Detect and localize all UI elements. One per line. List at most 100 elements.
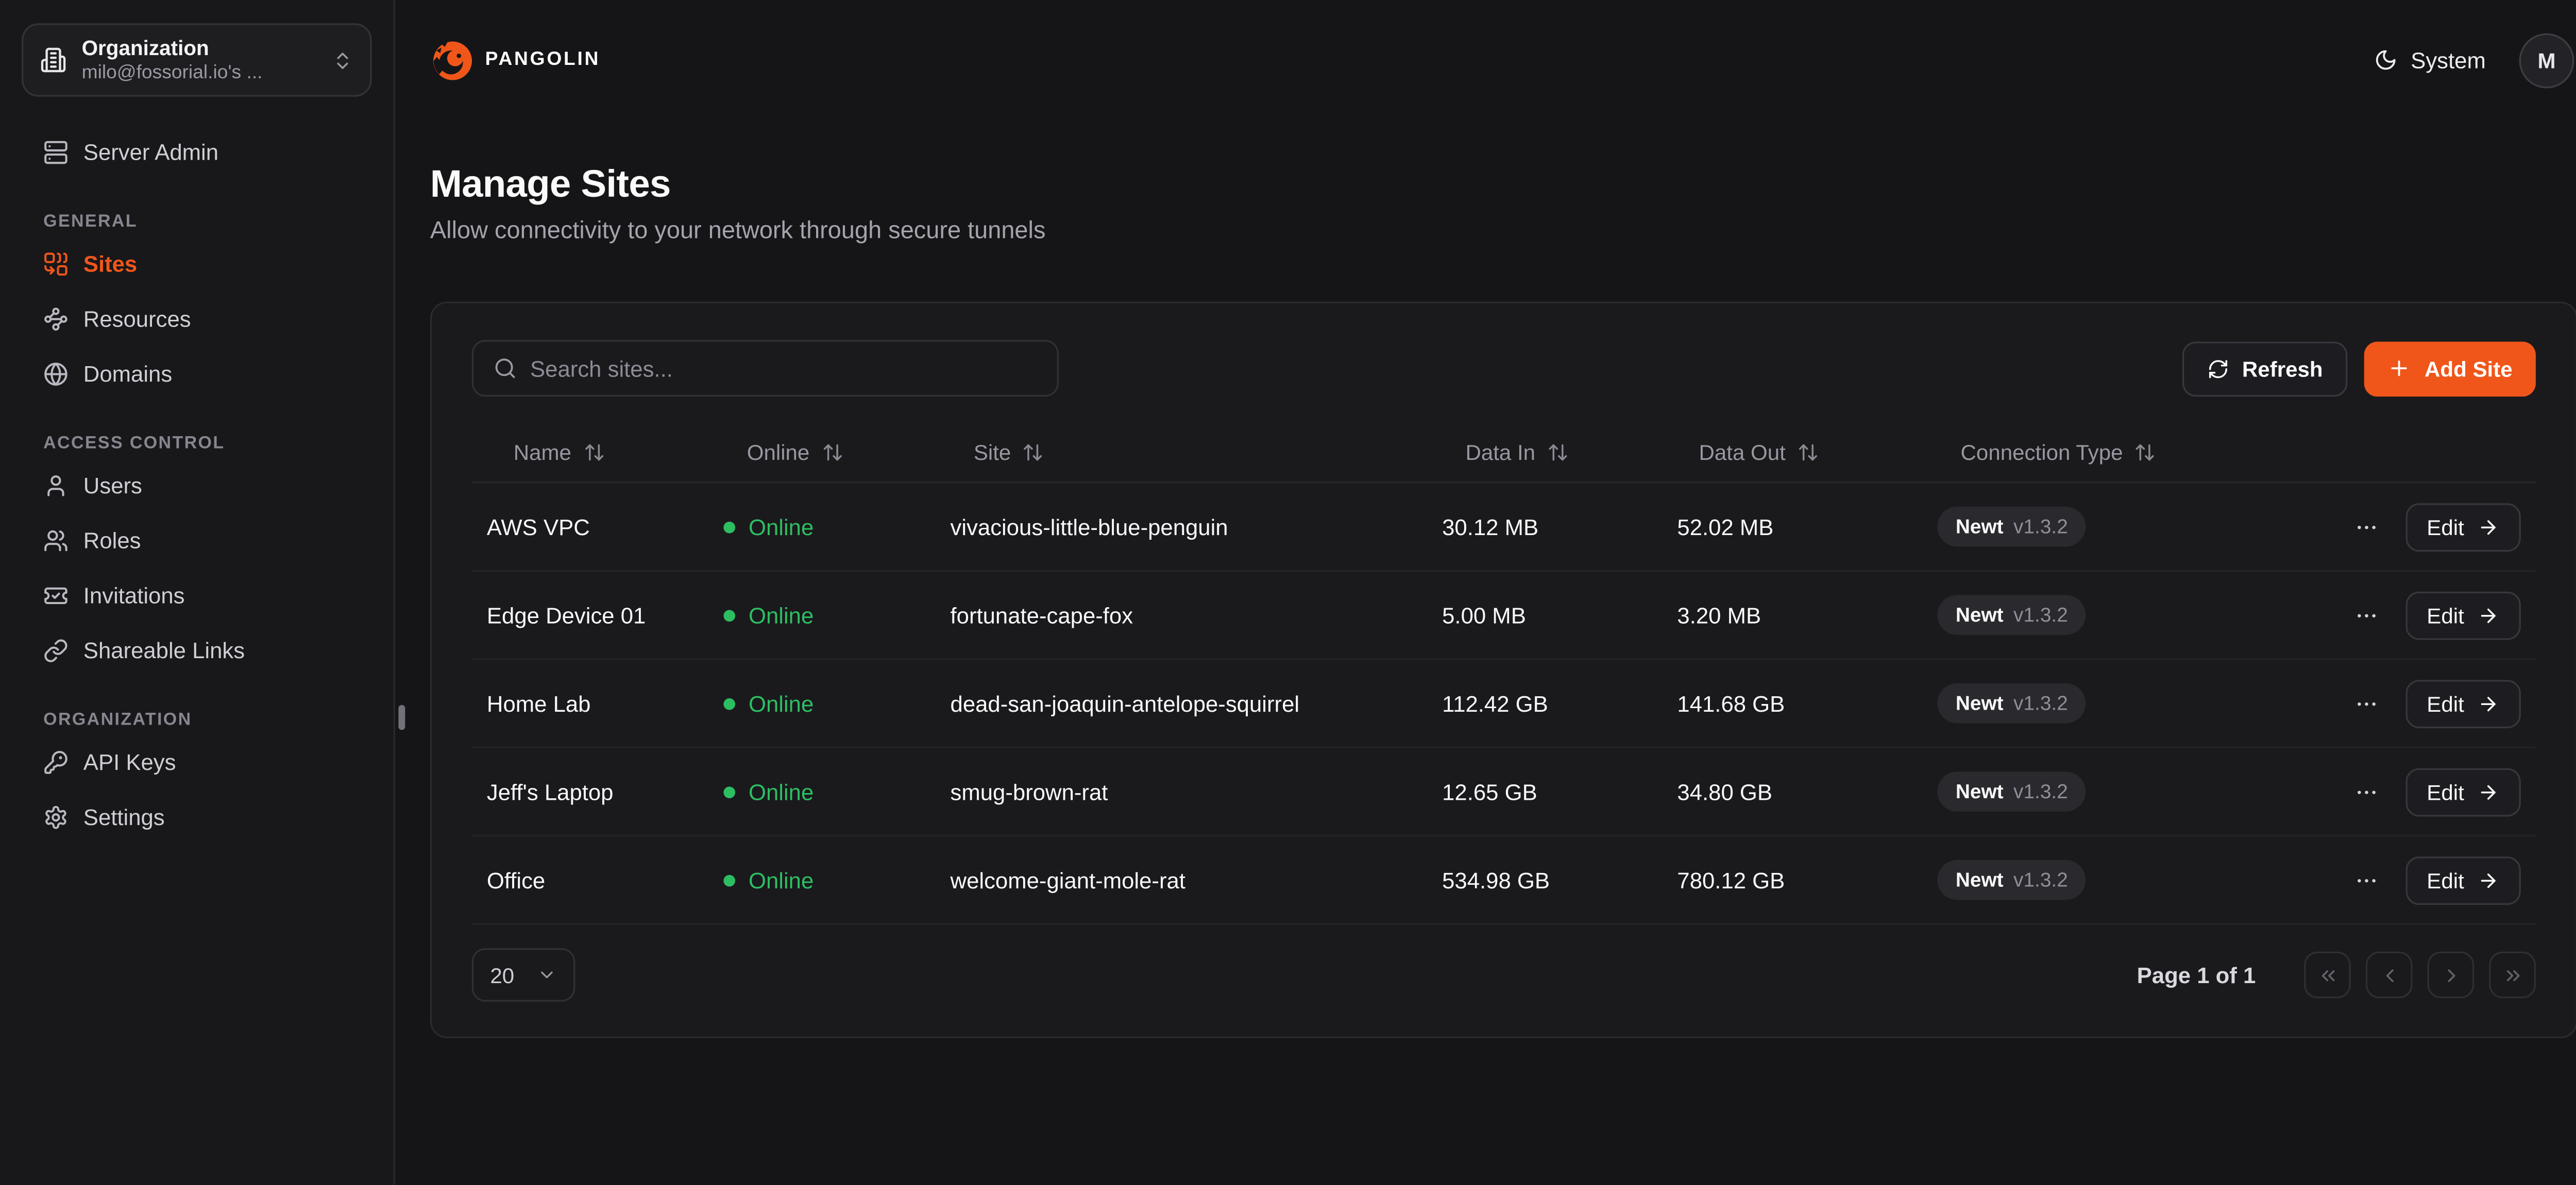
combine-icon (43, 252, 69, 277)
edit-button[interactable]: Edit (2405, 502, 2521, 551)
last-page-button[interactable] (2489, 951, 2536, 999)
cell-data-in: 5.00 MB (1442, 602, 1526, 628)
cell-name: Office (486, 867, 546, 892)
column-label: Site (973, 440, 1011, 465)
cell-data-in: 534.98 GB (1442, 867, 1550, 892)
page-size-select[interactable]: 20 (471, 948, 575, 1002)
org-selector[interactable]: Organization milo@fossorial.io's ... (22, 23, 372, 97)
connection-name: Newt (1955, 603, 2004, 627)
edit-button[interactable]: Edit (2405, 591, 2521, 640)
brand[interactable]: PANGOLIN (430, 36, 600, 84)
connection-type-badge: Newt v1.3.2 (1937, 506, 2087, 547)
online-dot-icon (723, 521, 736, 533)
sidebar-item-label: Sites (83, 251, 138, 277)
cell-data-out: 3.20 MB (1677, 602, 1761, 628)
topbar-right: System M (2374, 32, 2574, 88)
cell-name: Jeff's Laptop (486, 779, 614, 804)
online-dot-icon (723, 874, 736, 886)
sidebar-item-resources[interactable]: Resources (22, 291, 372, 347)
users-icon (43, 528, 69, 554)
cell-data-out: 141.68 GB (1677, 691, 1785, 716)
moon-icon (2374, 48, 2397, 72)
row-actions-menu-button[interactable] (2353, 779, 2379, 804)
ellipsis-icon (2353, 514, 2379, 539)
sidebar-section-general: GENERAL (43, 211, 138, 232)
sidebar-item-roles[interactable]: Roles (22, 513, 372, 569)
sidebar-item-settings[interactable]: Settings (22, 790, 372, 845)
org-selector-value: milo@fossorial.io's ... (81, 62, 263, 83)
column-sort-online[interactable]: Online (747, 440, 843, 465)
row-actions-menu-button[interactable] (2353, 603, 2379, 628)
chevron-left-icon (2378, 964, 2400, 986)
column-sort-connection-type[interactable]: Connection Type (1961, 440, 2157, 465)
column-sort-name[interactable]: Name (514, 440, 605, 465)
row-actions-menu-button[interactable] (2353, 691, 2379, 716)
card-toolbar: Refresh Add Site (471, 340, 2536, 397)
waypoints-icon (43, 306, 69, 332)
sidebar-item-server-admin[interactable]: Server Admin (22, 125, 372, 180)
edit-button[interactable]: Edit (2405, 767, 2521, 816)
column-sort-data-in[interactable]: Data In (1465, 440, 1568, 465)
connection-name: Newt (1955, 514, 2004, 539)
add-site-button[interactable]: Add Site (2364, 340, 2536, 396)
edit-label: Edit (2427, 514, 2464, 539)
chevron-right-icon (2440, 964, 2462, 986)
refresh-button[interactable]: Refresh (2182, 340, 2348, 396)
cell-name: AWS VPC (486, 514, 590, 539)
connection-type-badge: Newt v1.3.2 (1937, 771, 2087, 812)
status-badge: Online (723, 514, 947, 539)
link-icon (43, 638, 69, 663)
avatar[interactable]: M (2519, 32, 2574, 88)
connection-name: Newt (1955, 691, 2004, 715)
org-selector-text: Organization milo@fossorial.io's ... (81, 36, 317, 83)
sidebar-item-invitations[interactable]: Invitations (22, 568, 372, 623)
status-label: Online (748, 602, 814, 628)
cell-data-in: 12.65 GB (1442, 779, 1537, 804)
pager-buttons (2304, 951, 2536, 999)
sidebar: Organization milo@fossorial.io's ... Ser… (0, 0, 395, 1185)
plus-icon (2388, 357, 2411, 380)
status-label: Online (748, 514, 814, 539)
theme-toggle[interactable]: System (2374, 47, 2486, 73)
status-badge: Online (723, 691, 947, 716)
previous-page-button[interactable] (2365, 951, 2413, 999)
building-icon (40, 47, 67, 74)
sidebar-item-api-keys[interactable]: API Keys (22, 735, 372, 790)
sidebar-item-label: Invitations (83, 583, 185, 609)
connection-version: v1.3.2 (2013, 868, 2068, 892)
chevrons-up-down-icon (332, 49, 353, 71)
sidebar-item-domains[interactable]: Domains (22, 347, 372, 402)
edit-button[interactable]: Edit (2405, 679, 2521, 728)
cell-name: Home Lab (486, 691, 591, 716)
sidebar-section-access-control: ACCESS CONTROL (43, 433, 225, 454)
page-subtitle: Allow connectivity to your network throu… (430, 218, 1046, 245)
row-actions-menu-button[interactable] (2353, 514, 2379, 539)
row-actions-menu-button[interactable] (2353, 867, 2379, 892)
connection-version: v1.3.2 (2013, 780, 2068, 803)
arrow-up-down-icon (1547, 442, 1569, 463)
sidebar-item-shareable-links[interactable]: Shareable Links (22, 623, 372, 678)
org-selector-title: Organization (81, 36, 209, 59)
column-label: Name (513, 440, 571, 465)
next-page-button[interactable] (2427, 951, 2475, 999)
search-input[interactable] (530, 355, 1037, 381)
edit-button[interactable]: Edit (2405, 855, 2521, 904)
sidebar-resize-handle[interactable] (398, 705, 404, 730)
search-box (471, 340, 1059, 397)
column-sort-site[interactable]: Site (974, 440, 1044, 465)
arrow-up-down-icon (1798, 442, 1819, 463)
topbar: PANGOLIN System M (395, 0, 2576, 120)
table-row: Office Online welcome-giant-mole-rat 534… (471, 836, 2536, 925)
add-site-label: Add Site (2425, 355, 2513, 381)
pagination-bar: 20 Page 1 of 1 (471, 948, 2536, 1002)
ticket-check-icon (43, 583, 69, 609)
page-title: Manage Sites (430, 161, 671, 205)
column-sort-data-out[interactable]: Data Out (1699, 440, 1819, 465)
first-page-button[interactable] (2304, 951, 2351, 999)
chevrons-right-icon (2502, 964, 2523, 986)
sites-card: Refresh Add Site Name Online Site Data I… (430, 301, 2576, 1039)
status-badge: Online (723, 602, 947, 628)
sidebar-item-users[interactable]: Users (22, 458, 372, 513)
sidebar-item-sites[interactable]: Sites (22, 237, 372, 292)
